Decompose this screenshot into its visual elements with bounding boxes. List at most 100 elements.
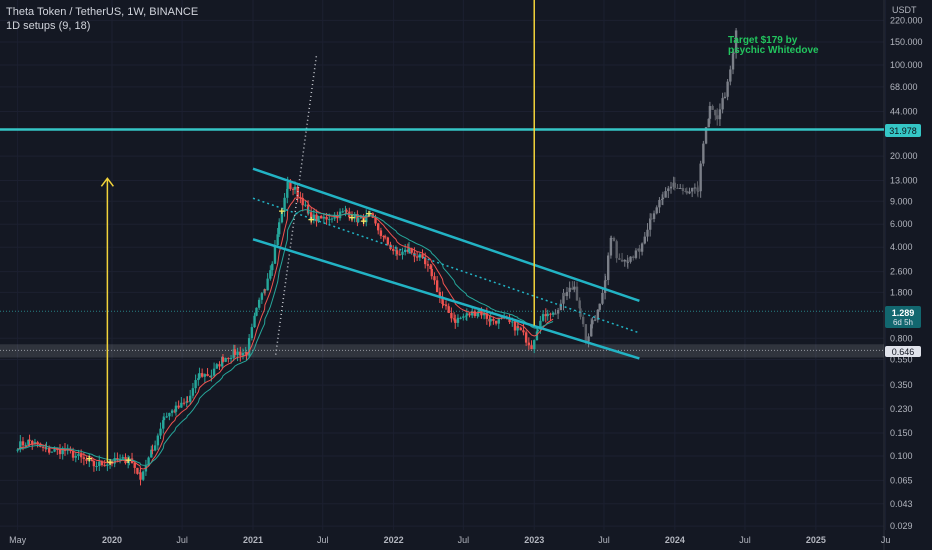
channel-lower-line[interactable]: [252, 238, 640, 360]
candle-body: [533, 340, 536, 350]
price-tick-label: 0.043: [890, 499, 913, 509]
candle-body: [98, 461, 101, 467]
grid-lines: [0, 0, 887, 550]
candle-body: [147, 457, 150, 466]
projected-candle-body: [575, 286, 579, 301]
candle-body: [471, 311, 474, 316]
candle-body: [92, 460, 96, 467]
projected-candle-body: [591, 320, 594, 325]
price-tick-label: 100.000: [890, 60, 923, 70]
channel-upper-line[interactable]: [252, 167, 640, 303]
candle-body: [345, 210, 348, 212]
candle-body: [197, 378, 200, 381]
time-axis[interactable]: May 2020 Jul 2021 Jul 2022 Jul 2023 Jul 2024 Jul 20…: [9, 535, 890, 545]
candle-body: [250, 327, 254, 339]
candle-body: [293, 186, 297, 190]
candle-body: [203, 374, 207, 377]
candle-body: [113, 458, 116, 464]
projected-candle-body: [734, 30, 738, 53]
candle-body: [424, 257, 427, 265]
projected-candle-body: [721, 98, 724, 110]
candle-body: [79, 454, 83, 458]
candle-body: [266, 278, 269, 291]
bar-countdown: 6d 5h: [893, 318, 913, 327]
projected-candle-body: [699, 163, 702, 192]
projected-candle-body: [612, 237, 616, 242]
candle-body: [210, 375, 213, 377]
price-tick-label: 20.000: [890, 151, 918, 161]
candle-body: [330, 218, 334, 220]
price-tick-label: 0.029: [890, 521, 913, 531]
time-tick-label: 2023: [524, 535, 544, 545]
projected-candle-body: [732, 52, 735, 55]
time-tick-label: 2025: [806, 535, 826, 545]
price-tick-label: 68.000: [890, 82, 918, 92]
candle-body: [341, 211, 344, 213]
candle-body: [398, 254, 401, 256]
projected-candle-body: [606, 255, 610, 281]
projected-candle-body: [568, 287, 571, 292]
candle-body: [444, 304, 448, 307]
candle-body: [276, 234, 279, 246]
projected-candle-body: [626, 261, 630, 263]
candle-body: [530, 345, 533, 350]
candle-body: [454, 319, 457, 323]
indicator-title[interactable]: 1D setups (9, 18): [6, 20, 91, 32]
candle-body: [365, 214, 368, 223]
projected-candle-body: [556, 310, 560, 314]
price-tick-label: 9.000: [890, 196, 913, 206]
candle-body: [33, 442, 37, 445]
projected-candle-body: [660, 198, 664, 200]
price-tick-label: 220.000: [890, 15, 923, 25]
projected-candle-body: [640, 243, 644, 252]
setup-marker: +: [125, 455, 131, 467]
candle-body: [356, 218, 360, 223]
projected-candle-body: [593, 319, 597, 321]
candle-body: [180, 402, 183, 408]
candle-body: [386, 237, 390, 245]
price-tick-label: 0.150: [890, 428, 913, 438]
drawing-tools[interactable]: [0, 0, 884, 462]
candle-body: [462, 316, 465, 318]
candle-body: [212, 368, 216, 376]
channel-midline[interactable]: [252, 197, 640, 334]
projected-candle-body: [704, 127, 708, 144]
price-tick-label: 0.800: [890, 333, 913, 343]
projected-candle-body: [648, 218, 652, 230]
candle-body: [229, 357, 233, 359]
candle-body: [286, 188, 289, 198]
candle-body: [247, 338, 251, 356]
candle-body: [494, 320, 498, 324]
candle-body: [280, 211, 284, 223]
candle-body: [150, 449, 153, 458]
projected-candle-body: [620, 259, 624, 262]
candle-body: [174, 405, 178, 412]
setup-marker: +: [366, 209, 372, 221]
time-tick-label: Ju: [881, 535, 891, 545]
candle-body: [456, 317, 460, 323]
candle-body: [227, 357, 230, 359]
candle-body: [368, 213, 372, 215]
price-axis[interactable]: 220.000 150.000 100.000 68.000 44.000 20.000 1…: [890, 15, 923, 531]
candle-body: [516, 326, 519, 331]
candle-body: [88, 459, 91, 461]
symbol-title[interactable]: Theta Token / TetherUS, 1W, BINANCE: [6, 6, 199, 18]
candle-body: [153, 445, 157, 451]
candle-body: [215, 364, 218, 369]
projected-candle-body: [655, 207, 658, 214]
price-tick-label: 13.000: [890, 175, 918, 185]
candle-body: [90, 459, 94, 461]
candle-body: [524, 332, 528, 343]
candle-body: [194, 380, 197, 389]
candle-body: [435, 280, 439, 293]
last-price-badge: [885, 306, 921, 328]
candle-body: [177, 405, 180, 408]
time-tick-label: 2022: [384, 535, 404, 545]
candle-body: [48, 448, 51, 453]
candle-body: [159, 428, 162, 436]
candle-body: [433, 276, 436, 281]
parabolic-trendline[interactable]: [274, 54, 318, 355]
candle-body: [245, 351, 248, 356]
